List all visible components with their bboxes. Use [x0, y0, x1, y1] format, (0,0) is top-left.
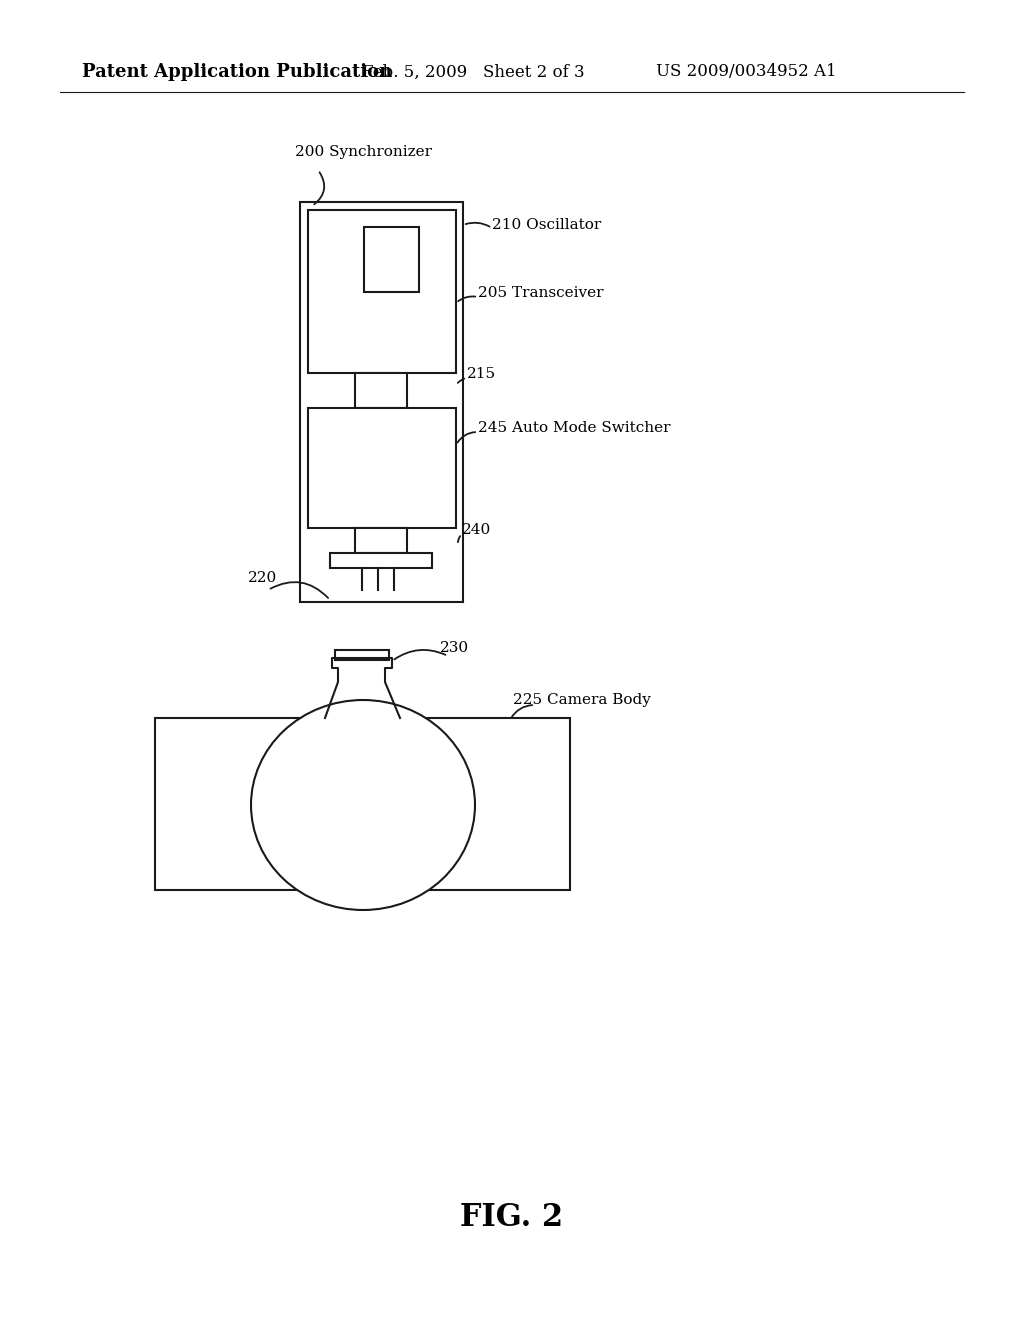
Bar	[355, 374, 407, 408]
Bar	[335, 649, 389, 660]
Text: 210 Oscillator: 210 Oscillator	[492, 218, 601, 232]
Text: 245 Auto Mode Switcher: 245 Auto Mode Switcher	[478, 421, 671, 436]
Text: 240: 240	[462, 523, 492, 537]
Bar	[155, 718, 570, 890]
Text: 225 Camera Body: 225 Camera Body	[513, 693, 651, 708]
Ellipse shape	[251, 700, 475, 909]
Text: 205 Transceiver: 205 Transceiver	[478, 286, 603, 300]
Bar	[308, 408, 456, 528]
Text: US 2009/0034952 A1: US 2009/0034952 A1	[656, 63, 837, 81]
Text: FIG. 2: FIG. 2	[461, 1203, 563, 1233]
Text: Feb. 5, 2009   Sheet 2 of 3: Feb. 5, 2009 Sheet 2 of 3	[362, 63, 585, 81]
Text: 220: 220	[248, 572, 278, 585]
Bar	[364, 227, 419, 292]
Bar	[308, 210, 456, 374]
Text: 215: 215	[467, 367, 496, 381]
Text: 230: 230	[440, 642, 469, 655]
Bar	[300, 202, 463, 602]
Text: 200 Synchronizer: 200 Synchronizer	[295, 145, 432, 158]
Bar	[330, 553, 432, 568]
Bar	[355, 528, 407, 553]
Text: Patent Application Publication: Patent Application Publication	[82, 63, 392, 81]
